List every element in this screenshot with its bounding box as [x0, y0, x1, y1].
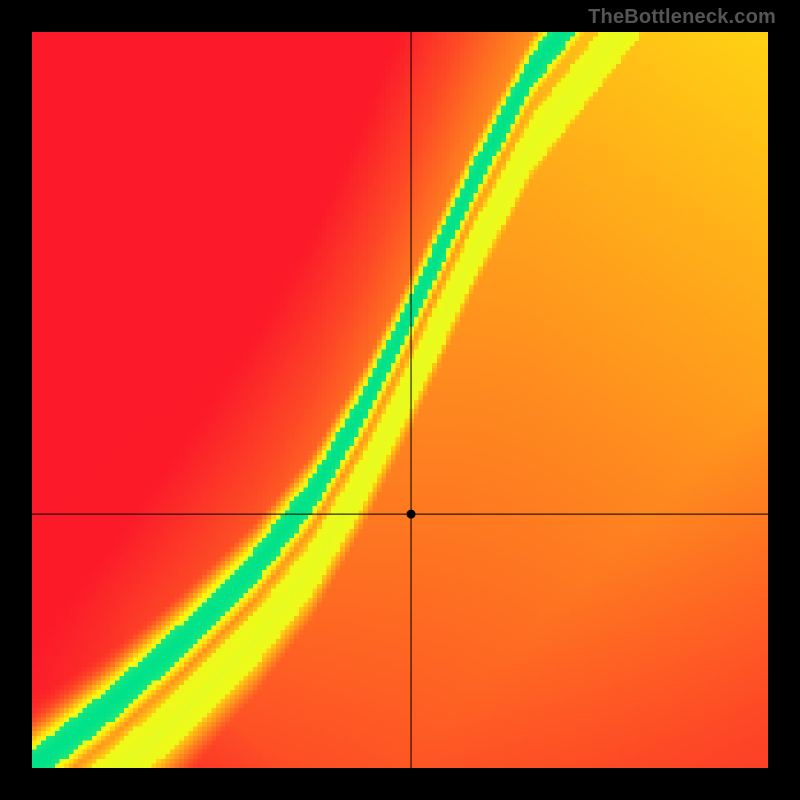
watermark-text: TheBottleneck.com — [588, 6, 776, 29]
bottleneck-heatmap — [32, 32, 768, 768]
chart-container: TheBottleneck.com — [0, 0, 800, 800]
